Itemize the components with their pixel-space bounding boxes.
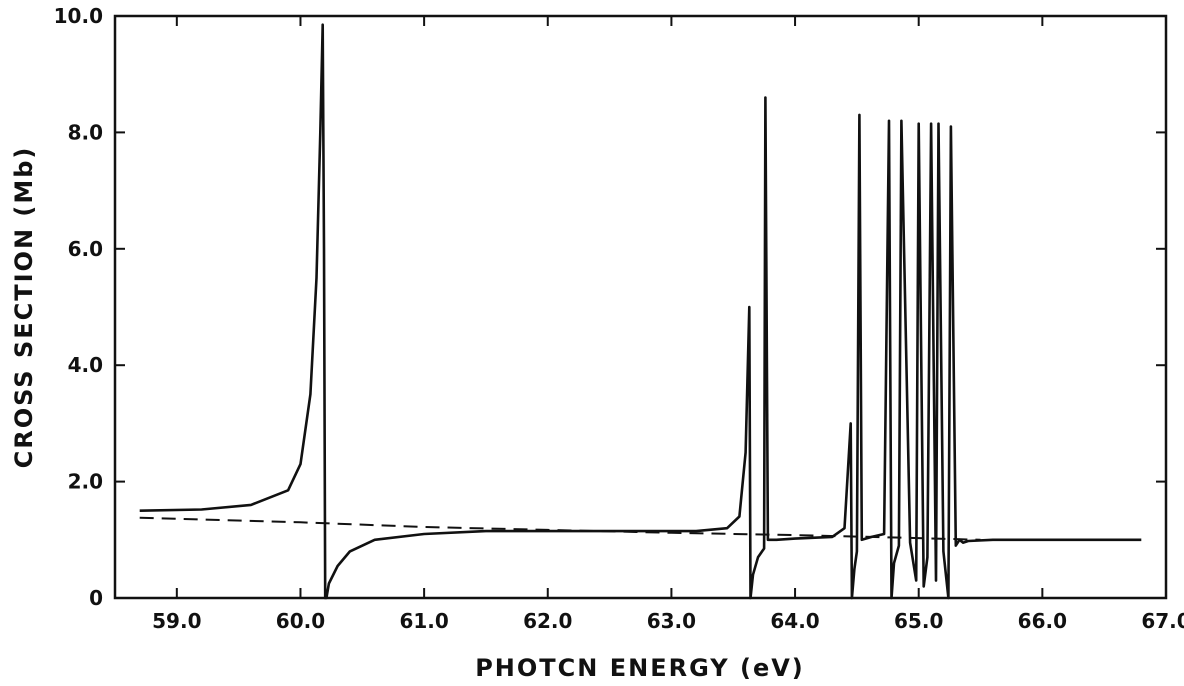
y-ticks: 0 2.0 4.0 6.0 8.0 10.0	[54, 4, 1166, 610]
resonance-series-line	[139, 23, 1142, 600]
x-tick-label: 61.0	[399, 609, 448, 633]
x-tick-label: 60.0	[276, 609, 325, 633]
x-tick-label: 65.0	[894, 609, 943, 633]
series-layer	[139, 23, 1142, 600]
x-tick-label: 67.0	[1141, 609, 1184, 633]
y-tick-label: 0	[89, 586, 103, 610]
x-axis-title: PHOTCN ENERGY (eV)	[475, 654, 805, 682]
y-tick-label: 10.0	[54, 4, 103, 28]
x-tick-label: 64.0	[770, 609, 819, 633]
x-ticks: 59.0 60.0 61.0 62.0 63.0 64.0 65.0 66.0 67.0	[152, 16, 1184, 633]
y-tick-label: 8.0	[68, 120, 103, 144]
y-tick-label: 4.0	[68, 353, 103, 377]
y-tick-label: 6.0	[68, 237, 103, 261]
x-tick-label: 59.0	[152, 609, 201, 633]
background-series-line	[139, 516, 981, 541]
y-tick-label: 2.0	[68, 470, 103, 494]
x-tick-label: 62.0	[523, 609, 572, 633]
x-tick-label: 63.0	[647, 609, 696, 633]
y-axis-title: CROSS SECTION (Mb)	[10, 146, 38, 469]
plot-frame	[113, 14, 1168, 600]
x-tick-label: 66.0	[1018, 609, 1067, 633]
